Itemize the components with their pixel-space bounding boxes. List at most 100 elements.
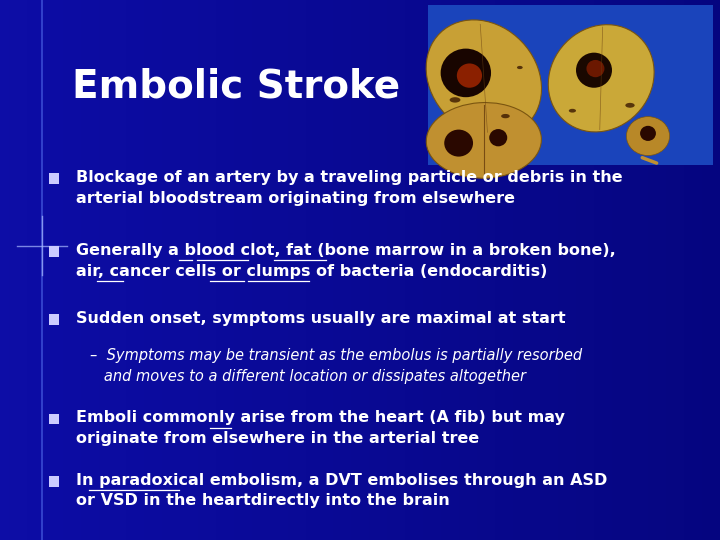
Bar <box>369 0 378 540</box>
Bar <box>90 0 99 540</box>
Bar <box>54 0 63 540</box>
Bar <box>612 0 621 540</box>
Bar <box>495 0 504 540</box>
Bar <box>540 0 549 540</box>
Ellipse shape <box>549 25 654 132</box>
Bar <box>126 0 135 540</box>
Ellipse shape <box>449 97 461 103</box>
Ellipse shape <box>456 64 482 87</box>
Bar <box>144 0 153 540</box>
Bar <box>657 0 666 540</box>
Bar <box>639 0 648 540</box>
Bar <box>603 0 612 540</box>
Bar <box>198 0 207 540</box>
Bar <box>684 0 693 540</box>
Bar <box>387 0 396 540</box>
Bar <box>49 314 59 325</box>
Bar <box>207 0 216 540</box>
Bar <box>81 0 90 540</box>
Bar <box>711 0 720 540</box>
Ellipse shape <box>501 114 510 118</box>
Ellipse shape <box>625 103 635 108</box>
Ellipse shape <box>426 103 541 178</box>
Bar <box>549 0 558 540</box>
Text: In paradoxical embolism, a DVT embolises through an ASD: In paradoxical embolism, a DVT embolises… <box>76 472 607 488</box>
Bar <box>135 0 144 540</box>
Bar <box>72 0 81 540</box>
Bar <box>243 0 252 540</box>
Bar <box>396 0 405 540</box>
Bar <box>18 0 27 540</box>
Bar <box>279 0 288 540</box>
Bar <box>324 0 333 540</box>
Bar <box>378 0 387 540</box>
Bar <box>486 0 495 540</box>
Bar <box>189 0 198 540</box>
Ellipse shape <box>626 117 670 156</box>
Text: Blockage of an artery by a traveling particle or debris in the: Blockage of an artery by a traveling par… <box>76 170 622 185</box>
Bar <box>180 0 189 540</box>
Bar <box>171 0 180 540</box>
Bar <box>99 0 108 540</box>
Bar <box>693 0 702 540</box>
Bar <box>531 0 540 540</box>
Bar <box>351 0 360 540</box>
Bar <box>468 0 477 540</box>
Bar <box>0 0 9 540</box>
Bar <box>423 0 432 540</box>
Bar <box>333 0 342 540</box>
Bar <box>513 0 522 540</box>
Bar <box>459 0 468 540</box>
Bar <box>117 0 126 540</box>
Bar <box>630 0 639 540</box>
Bar <box>63 0 72 540</box>
Bar <box>108 0 117 540</box>
Bar <box>45 0 54 540</box>
Bar <box>648 0 657 540</box>
Bar <box>441 0 450 540</box>
Bar <box>432 0 441 540</box>
Bar <box>49 173 59 184</box>
Ellipse shape <box>426 20 541 137</box>
Text: Generally a blood clot, fat (bone marrow in a broken bone),: Generally a blood clot, fat (bone marrow… <box>76 243 616 258</box>
Bar <box>594 0 603 540</box>
Ellipse shape <box>640 126 656 141</box>
Text: air, cancer cells or clumps of bacteria (endocarditis): air, cancer cells or clumps of bacteria … <box>76 264 547 279</box>
Bar <box>261 0 270 540</box>
Ellipse shape <box>517 66 523 69</box>
Bar <box>27 0 36 540</box>
Bar <box>315 0 324 540</box>
Bar <box>576 0 585 540</box>
Bar <box>360 0 369 540</box>
Bar <box>428 5 713 165</box>
Ellipse shape <box>569 109 576 113</box>
Bar <box>477 0 486 540</box>
Text: and moves to a different location or dissipates altogether: and moves to a different location or dis… <box>90 369 526 384</box>
Bar <box>342 0 351 540</box>
Bar <box>49 414 59 424</box>
Ellipse shape <box>444 130 473 157</box>
Bar <box>234 0 243 540</box>
Bar <box>9 0 18 540</box>
Bar <box>225 0 234 540</box>
Bar <box>216 0 225 540</box>
Bar <box>162 0 171 540</box>
Ellipse shape <box>441 49 491 97</box>
Bar <box>558 0 567 540</box>
Text: Embolic Stroke: Embolic Stroke <box>72 68 400 105</box>
Bar <box>666 0 675 540</box>
Bar <box>621 0 630 540</box>
Text: or VSD in the heartdirectly into the brain: or VSD in the heartdirectly into the bra… <box>76 493 449 508</box>
Text: arterial bloodstream originating from elsewhere: arterial bloodstream originating from el… <box>76 191 515 206</box>
Bar <box>153 0 162 540</box>
Bar <box>36 0 45 540</box>
Text: Emboli commonly arise from the heart (A fib) but may: Emboli commonly arise from the heart (A … <box>76 410 564 426</box>
Bar <box>405 0 414 540</box>
Bar <box>585 0 594 540</box>
Ellipse shape <box>490 129 508 146</box>
Bar <box>270 0 279 540</box>
Bar <box>675 0 684 540</box>
Ellipse shape <box>576 52 612 87</box>
Bar <box>49 246 59 257</box>
Bar <box>450 0 459 540</box>
